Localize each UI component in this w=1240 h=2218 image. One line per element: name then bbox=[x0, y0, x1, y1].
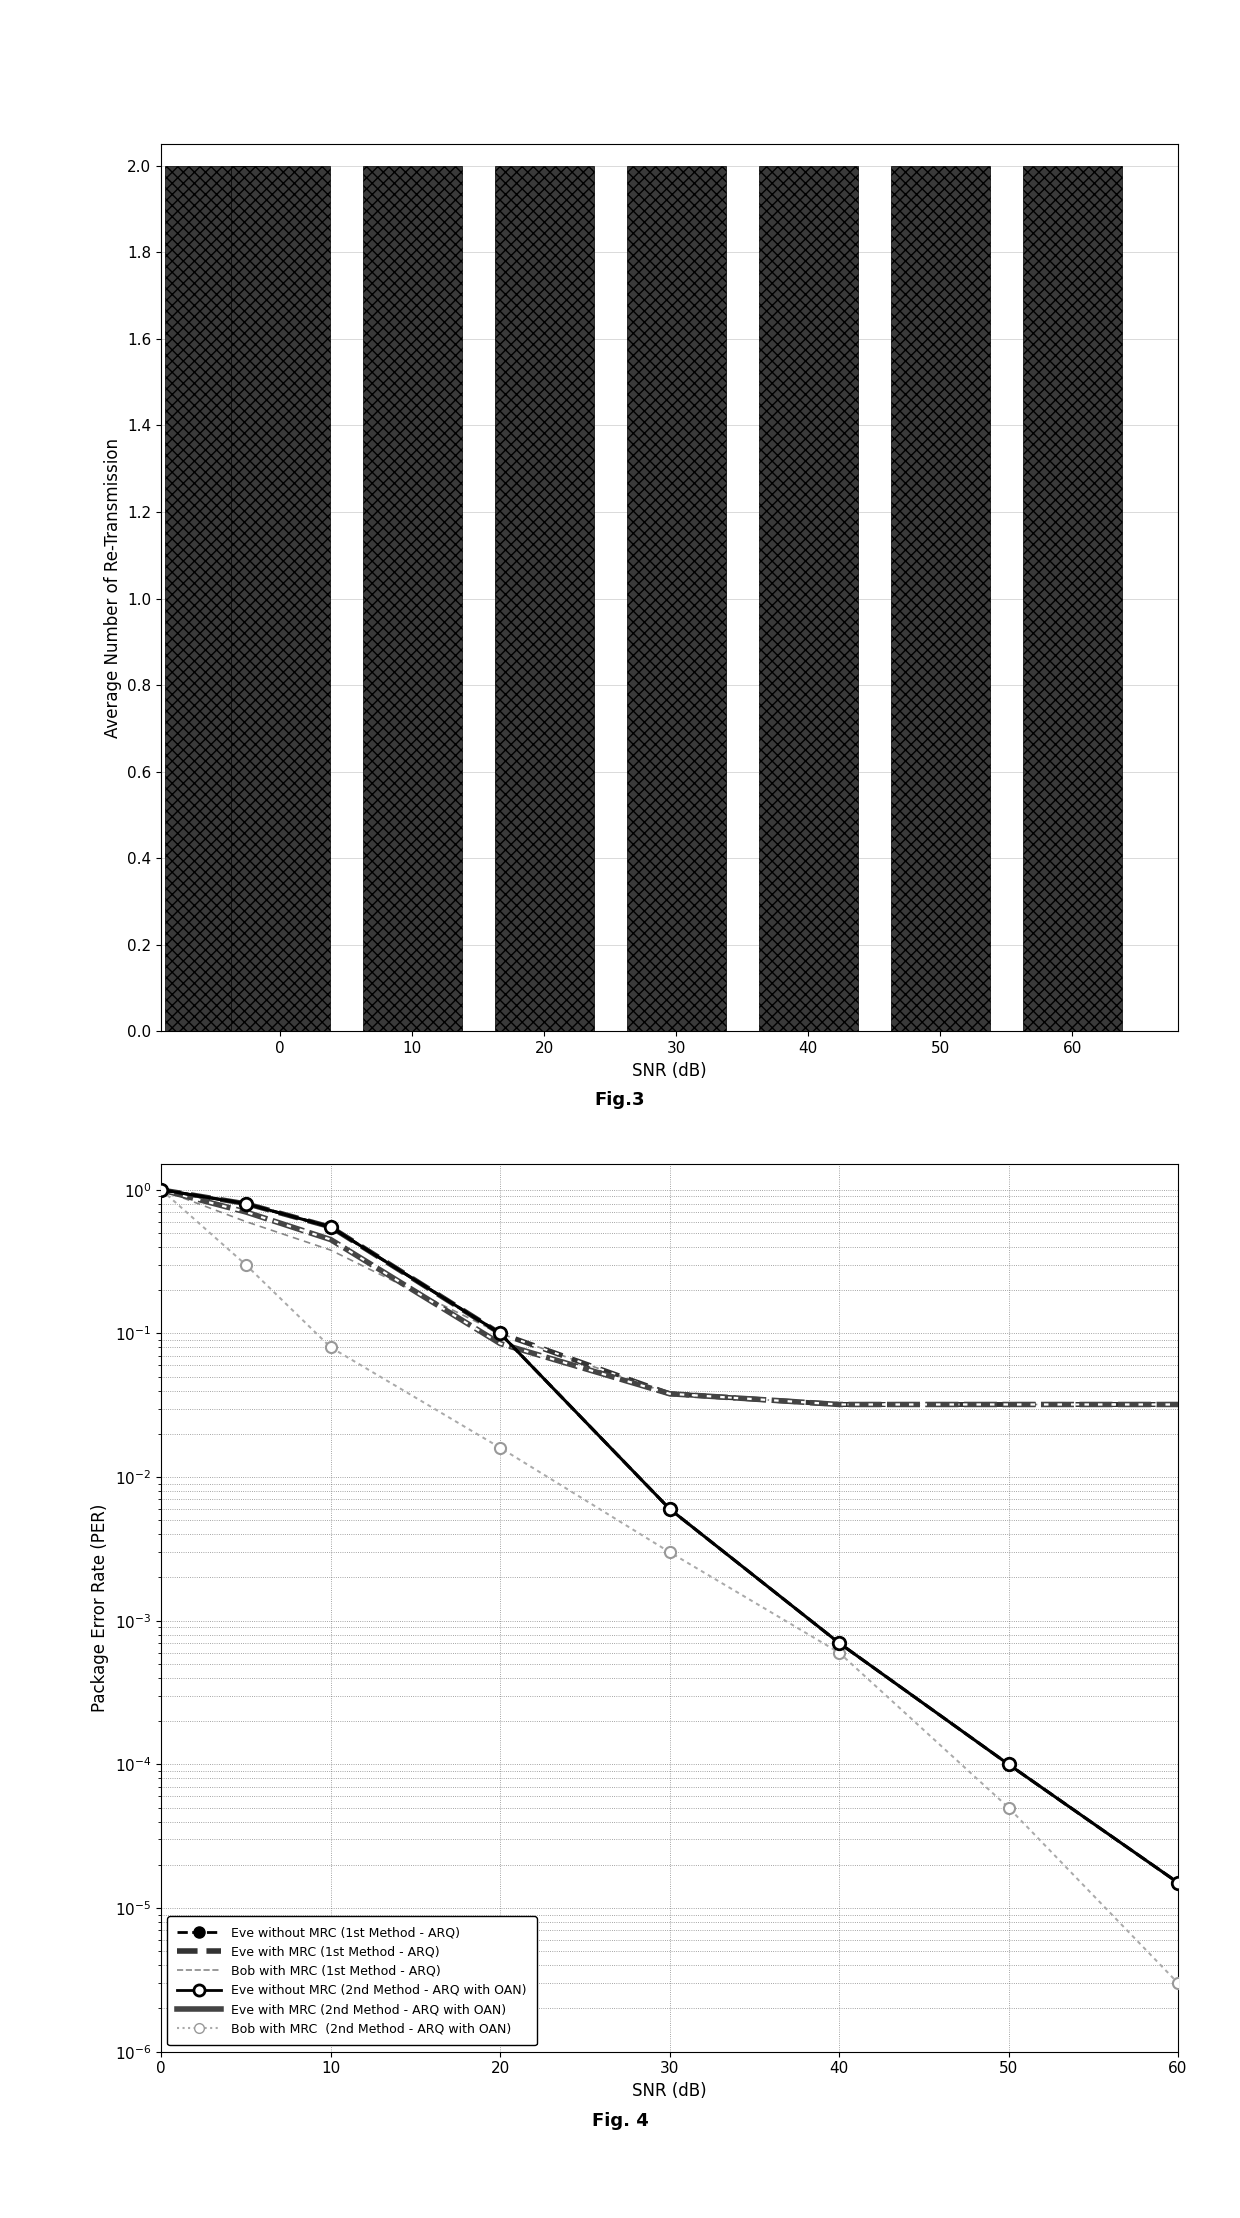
Y-axis label: Average Number of Re-Transmission: Average Number of Re-Transmission bbox=[104, 437, 122, 739]
X-axis label: SNR (dB): SNR (dB) bbox=[632, 1062, 707, 1080]
Bar bbox=[759, 166, 858, 1031]
Text: Fig.3: Fig.3 bbox=[595, 1091, 645, 1109]
Legend: Eve without MRC (1st Method - ARQ), Eve with MRC (1st Method - ARQ), Bob with MR: Eve without MRC (1st Method - ARQ), Eve … bbox=[167, 1916, 537, 2045]
Bar bbox=[165, 166, 264, 1031]
Text: Fig. 4: Fig. 4 bbox=[591, 2112, 649, 2129]
Bar bbox=[362, 166, 461, 1031]
Bar bbox=[495, 166, 594, 1031]
Bar bbox=[890, 166, 990, 1031]
Bar bbox=[231, 166, 330, 1031]
X-axis label: SNR (dB): SNR (dB) bbox=[632, 2083, 707, 2100]
Bar bbox=[626, 166, 725, 1031]
Bar bbox=[1023, 166, 1122, 1031]
Y-axis label: Package Error Rate (PER): Package Error Rate (PER) bbox=[92, 1504, 109, 1712]
